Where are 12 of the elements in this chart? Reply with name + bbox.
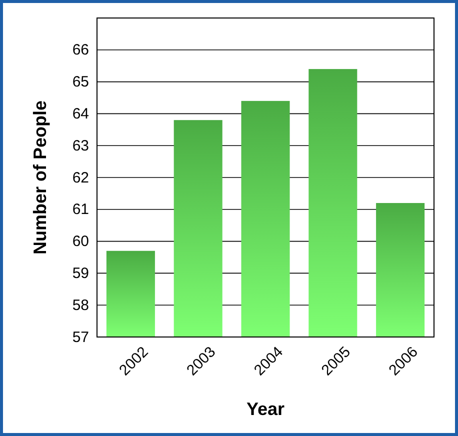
y-axis-title: Number of People — [30, 100, 50, 255]
y-tick-label: 66 — [72, 42, 89, 59]
y-tick-label: 63 — [72, 137, 89, 154]
y-tick-label: 64 — [72, 106, 89, 122]
y-tick-label: 62 — [72, 169, 89, 186]
y-tick-label: 61 — [72, 201, 89, 218]
y-tick-label: 60 — [72, 233, 89, 250]
y-tick-label: 59 — [72, 265, 89, 282]
x-axis-title: Year — [246, 399, 285, 419]
y-tick-label: 58 — [72, 296, 89, 314]
y-tick-label: 57 — [72, 328, 89, 346]
y-tick-label: 65 — [72, 74, 89, 91]
